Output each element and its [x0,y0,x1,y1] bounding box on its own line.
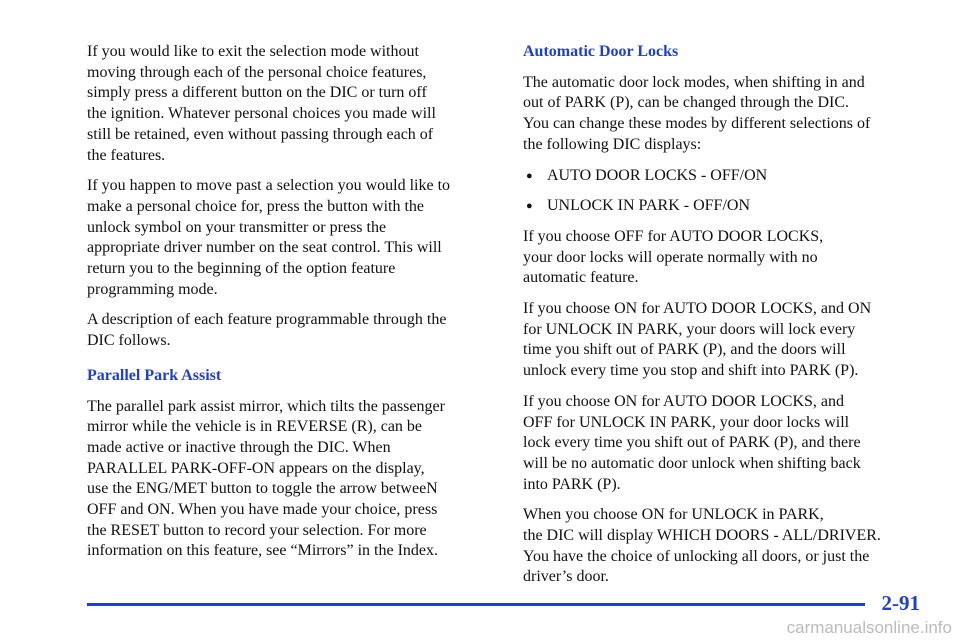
text-line: The parallel park assist mirror, which t… [87,397,445,415]
text-line: PARALLEL PARK-OFF-ON appears on the disp… [87,459,425,477]
paragraph: When you choose ON for UNLOCK in PARK, th… [523,505,943,588]
text-line: A description of each feature programmab… [87,311,447,329]
paragraph: The automatic door lock modes, when shif… [523,73,943,156]
text-line: for UNLOCK IN PARK, your doors will lock… [523,320,856,338]
bullet-item: UNLOCK IN PARK - OFF/ON [523,196,943,217]
paragraph: The parallel park assist mirror, which t… [87,397,497,563]
text-line: the features. [87,146,166,164]
text-line: OFF for UNLOCK IN PARK, your door locks … [523,413,850,431]
footer-rule [87,603,865,606]
right-column: Automatic Door Locks The automatic door l… [523,42,943,598]
text-line: your door locks will operate normally wi… [523,248,818,266]
text-line: driver’s door. [523,568,609,586]
section-heading: Parallel Park Assist [87,366,222,384]
paragraph: A description of each feature programmab… [87,310,497,351]
text-line: If you happen to move past a selection y… [87,177,451,195]
text-line: will be no automatic door unlock when sh… [523,454,861,472]
text-line: into PARK (P). [523,475,621,493]
section-heading: Automatic Door Locks [523,43,679,60]
text-line: appropriate driver number on the seat co… [87,239,442,257]
text-line: lock every time you shift out of PARK (P… [523,434,861,452]
text-line: mirror while the vehicle is in REVERSE (… [87,418,423,436]
text-line: out of PARK (P), can be changed through … [523,94,850,112]
text-line: the following DIC displays: [523,135,702,153]
text-line: return you to the beginning of the optio… [87,260,396,278]
text-line: unlock every time you stop and shift int… [523,362,859,380]
left-column: If you would like to exit the selection … [87,42,497,572]
text-line: made active or inactive through the DIC.… [87,438,391,456]
text-line: make a personal choice for, press the bu… [87,197,425,215]
text-line: information on this feature, see “Mirror… [87,542,438,560]
text-line: If you choose ON for AUTO DOOR LOCKS, an… [523,300,872,318]
text-line: unlock symbol on your transmitter or pre… [87,218,387,236]
watermark: carmanualsonline.info [786,618,952,637]
text-line: still be retained, even without passing … [87,125,434,143]
text-line: You have the choice of unlocking all doo… [523,547,870,565]
text-line: If you choose ON for AUTO DOOR LOCKS, an… [523,392,845,410]
text-line: time you shift out of PARK (P), and the … [523,341,846,359]
text-line: automatic feature. [523,269,639,287]
page-number: 2-91 [881,591,921,615]
text-line: the DIC will display WHICH DOORS - ALL/D… [523,527,881,545]
text-line: If you choose OFF for AUTO DOOR LOCKS, [523,227,824,245]
text-line: OFF and ON. When you have made your choi… [87,501,438,519]
text-line: moving through each of the personal choi… [87,63,427,81]
paragraph: If you choose OFF for AUTO DOOR LOCKS, yo… [523,227,943,289]
bullet-item: AUTO DOOR LOCKS - OFF/ON [523,166,943,187]
text-line: programming mode. [87,280,218,298]
paragraph: If you happen to move past a selection y… [87,176,497,300]
text-line: use the ENG/MET button to toggle the arr… [87,480,438,498]
paragraph: If you choose ON for AUTO DOOR LOCKS, an… [523,299,943,382]
text-line: When you choose ON for UNLOCK in PARK, [523,506,824,524]
text-line: If you would like to exit the selection … [87,43,419,60]
text-line: The automatic door lock modes, when shif… [523,73,865,91]
paragraph: If you would like to exit the selection … [87,42,497,166]
text-line: You can change these modes by different … [523,115,871,133]
text-line: the ignition. Whatever personal choices … [87,105,436,123]
text-line: the RESET button to record your selectio… [87,521,427,539]
text-line: simply press a different button on the D… [87,84,427,102]
text-line: DIC follows. [87,332,171,350]
paragraph: If you choose ON for AUTO DOOR LOCKS, an… [523,392,943,496]
